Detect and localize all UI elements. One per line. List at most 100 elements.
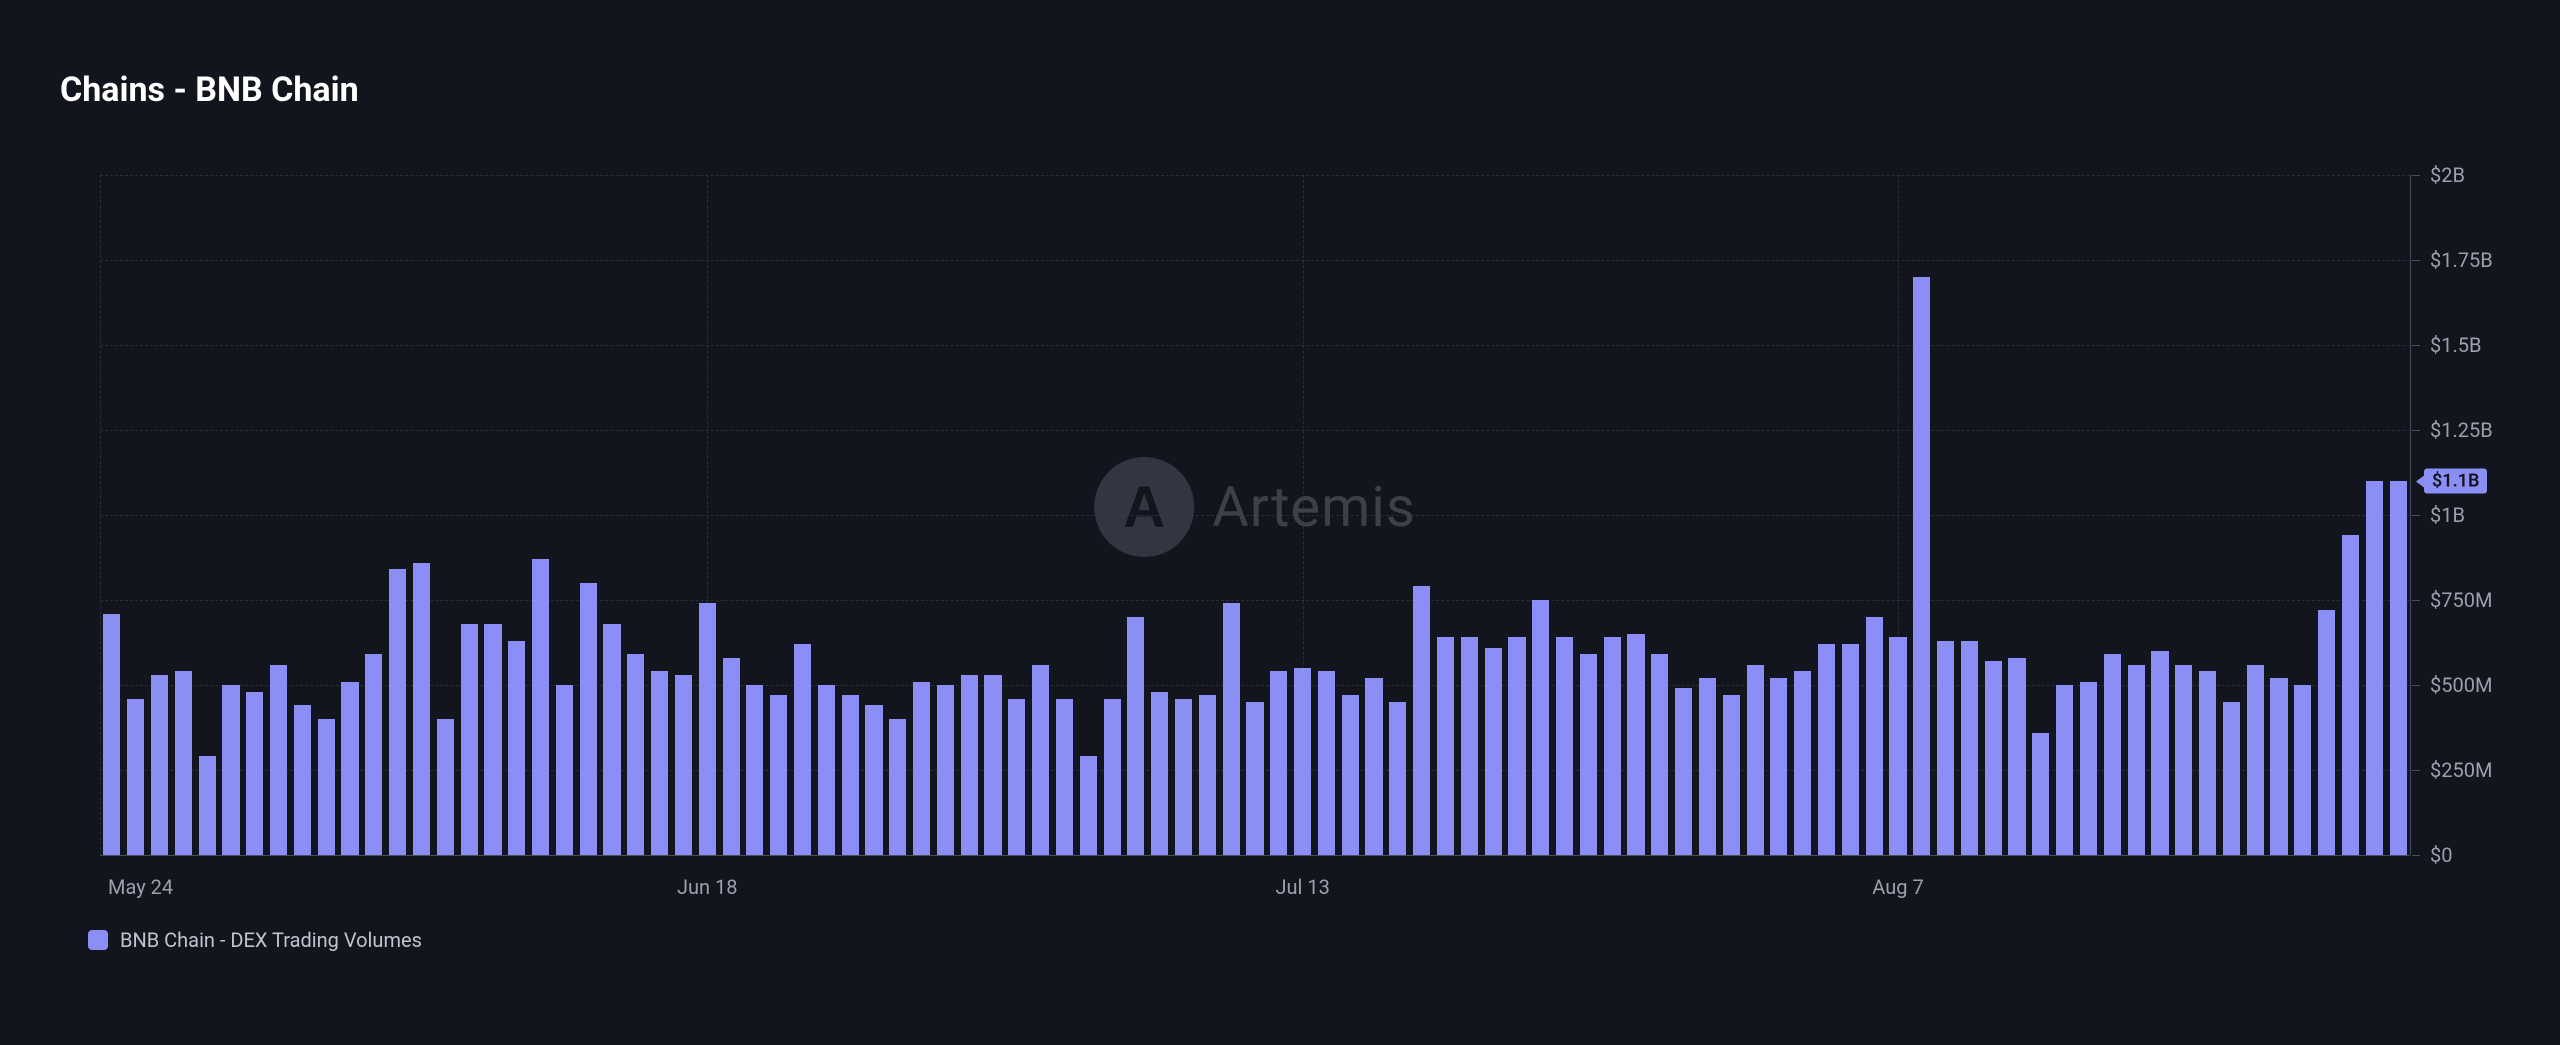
- bar[interactable]: [723, 658, 740, 855]
- bar-chart: Artemis May 24Jun 18Jul 13Aug 7 $0$250M$…: [100, 175, 2410, 855]
- bar[interactable]: [270, 665, 287, 855]
- bar[interactable]: [1437, 637, 1454, 855]
- bar[interactable]: [651, 671, 668, 855]
- bar[interactable]: [603, 624, 620, 855]
- bar[interactable]: [246, 692, 263, 855]
- bar[interactable]: [1818, 644, 1835, 855]
- bar[interactable]: [865, 705, 882, 855]
- bar[interactable]: [365, 654, 382, 855]
- bar[interactable]: [2294, 685, 2311, 855]
- bar[interactable]: [889, 719, 906, 855]
- bar[interactable]: [294, 705, 311, 855]
- bar[interactable]: [1032, 665, 1049, 855]
- bar[interactable]: [1532, 600, 1549, 855]
- bar[interactable]: [1508, 637, 1525, 855]
- bar[interactable]: [1104, 699, 1121, 855]
- bar[interactable]: [103, 614, 120, 855]
- bar[interactable]: [484, 624, 501, 855]
- bar[interactable]: [984, 675, 1001, 855]
- bar[interactable]: [1770, 678, 1787, 855]
- bar[interactable]: [1699, 678, 1716, 855]
- bar[interactable]: [2199, 671, 2216, 855]
- bar[interactable]: [1461, 637, 1478, 855]
- bar[interactable]: [1389, 702, 1406, 855]
- bar[interactable]: [2008, 658, 2025, 855]
- bar[interactable]: [818, 685, 835, 855]
- bar[interactable]: [1985, 661, 2002, 855]
- bar[interactable]: [627, 654, 644, 855]
- bar[interactable]: [508, 641, 525, 855]
- bar[interactable]: [222, 685, 239, 855]
- bar[interactable]: [1604, 637, 1621, 855]
- bar[interactable]: [2270, 678, 2287, 855]
- bar[interactable]: [1937, 641, 1954, 855]
- bar[interactable]: [842, 695, 859, 855]
- bar[interactable]: [1413, 586, 1430, 855]
- bar[interactable]: [2175, 665, 2192, 855]
- bar[interactable]: [151, 675, 168, 855]
- bar[interactable]: [2318, 610, 2335, 855]
- bar[interactable]: [1127, 617, 1144, 855]
- bar[interactable]: [2151, 651, 2168, 855]
- bar[interactable]: [1056, 699, 1073, 855]
- bar[interactable]: [413, 563, 430, 855]
- bar[interactable]: [2366, 481, 2383, 855]
- bar[interactable]: [699, 603, 716, 855]
- bar[interactable]: [1246, 702, 1263, 855]
- bar[interactable]: [770, 695, 787, 855]
- bar[interactable]: [2056, 685, 2073, 855]
- bar[interactable]: [1556, 637, 1573, 855]
- bar[interactable]: [2390, 481, 2407, 855]
- bar[interactable]: [961, 675, 978, 855]
- bar[interactable]: [1151, 692, 1168, 855]
- bar[interactable]: [1175, 699, 1192, 855]
- bar[interactable]: [675, 675, 692, 855]
- bar[interactable]: [1342, 695, 1359, 855]
- bar[interactable]: [794, 644, 811, 855]
- y-tick-label: $500M: [2430, 673, 2492, 697]
- bar[interactable]: [127, 699, 144, 855]
- bar[interactable]: [1723, 695, 1740, 855]
- bar[interactable]: [318, 719, 335, 855]
- bar[interactable]: [1270, 671, 1287, 855]
- bar[interactable]: [2104, 654, 2121, 855]
- bar[interactable]: [1675, 688, 1692, 855]
- bar[interactable]: [1365, 678, 1382, 855]
- bar[interactable]: [1485, 648, 1502, 855]
- bar[interactable]: [2080, 682, 2097, 855]
- bar[interactable]: [175, 671, 192, 855]
- bar[interactable]: [1199, 695, 1216, 855]
- bar[interactable]: [746, 685, 763, 855]
- bar[interactable]: [2032, 733, 2049, 855]
- bar[interactable]: [199, 756, 216, 855]
- bar[interactable]: [1889, 637, 1906, 855]
- bar[interactable]: [461, 624, 478, 855]
- bar[interactable]: [1747, 665, 1764, 855]
- bar[interactable]: [341, 682, 358, 855]
- bar[interactable]: [2128, 665, 2145, 855]
- bar[interactable]: [913, 682, 930, 855]
- bar[interactable]: [389, 569, 406, 855]
- bar[interactable]: [1294, 668, 1311, 855]
- bar[interactable]: [1223, 603, 1240, 855]
- bar[interactable]: [1580, 654, 1597, 855]
- bar[interactable]: [2223, 702, 2240, 855]
- bar[interactable]: [1318, 671, 1335, 855]
- bar[interactable]: [580, 583, 597, 855]
- bar[interactable]: [1008, 699, 1025, 855]
- bar[interactable]: [1080, 756, 1097, 855]
- bar[interactable]: [1651, 654, 1668, 855]
- bar[interactable]: [2247, 665, 2264, 855]
- bar[interactable]: [1913, 277, 1930, 855]
- bar[interactable]: [1794, 671, 1811, 855]
- y-tick-label: $250M: [2430, 758, 2492, 782]
- bar[interactable]: [2342, 535, 2359, 855]
- bar[interactable]: [1627, 634, 1644, 855]
- bar[interactable]: [556, 685, 573, 855]
- bar[interactable]: [937, 685, 954, 855]
- bar[interactable]: [1842, 644, 1859, 855]
- bar[interactable]: [532, 559, 549, 855]
- bar[interactable]: [1866, 617, 1883, 855]
- bar[interactable]: [1961, 641, 1978, 855]
- bar[interactable]: [437, 719, 454, 855]
